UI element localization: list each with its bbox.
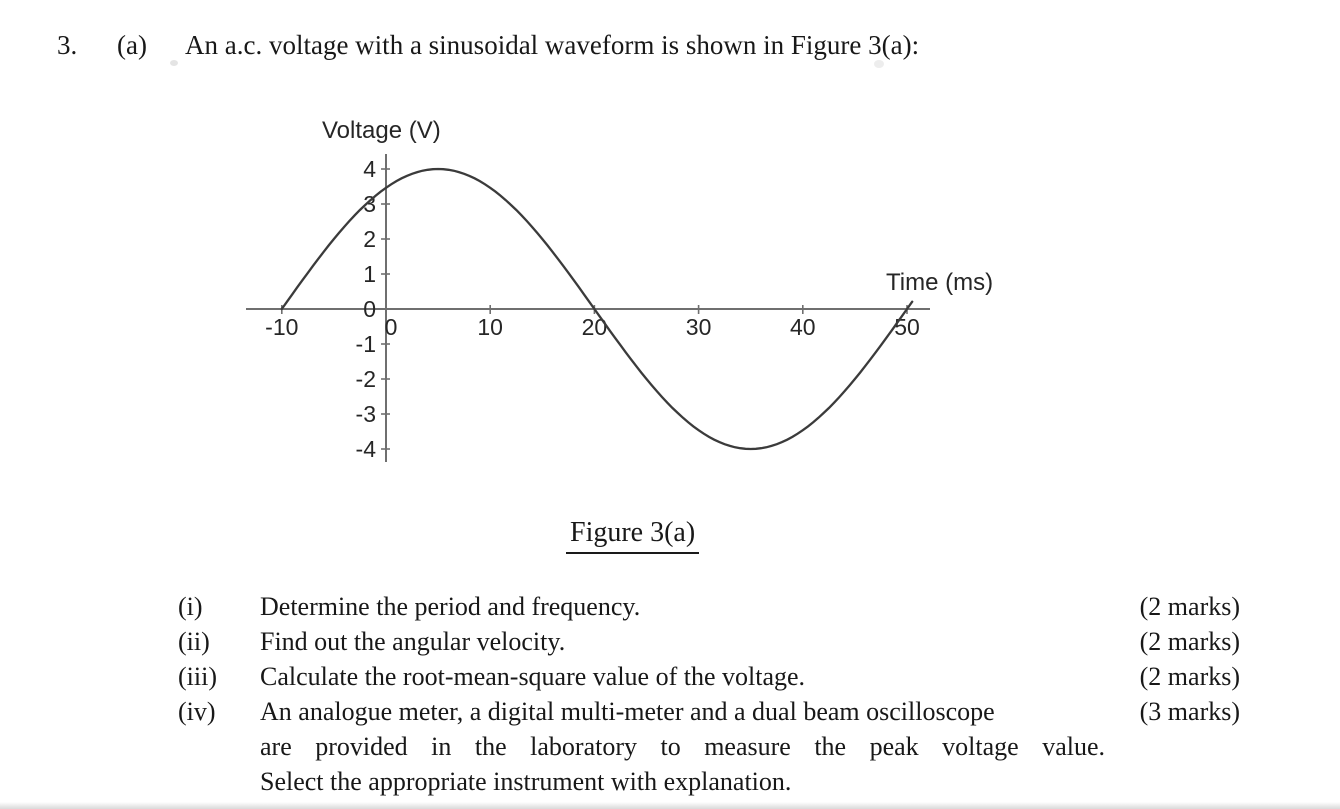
x-tick-label: 30 xyxy=(686,314,712,340)
y-tick-label: -1 xyxy=(356,331,376,357)
subquestion-iii: (iii) Calculate the root-mean-square valu… xyxy=(178,662,805,692)
page-scan-edge xyxy=(0,802,1340,809)
subquestion-ii: (ii) Find out the angular velocity. xyxy=(178,627,565,657)
marks-i: (2 marks) xyxy=(1139,592,1240,621)
subquestion-iii-text: Calculate the root-mean-square value of … xyxy=(260,662,806,691)
subquestion-i-text: Determine the period and frequency. xyxy=(260,592,641,621)
subquestion-iv-text-line3: Select the appropriate instrument with e… xyxy=(260,767,792,796)
y-tick-label: 3 xyxy=(363,191,376,217)
y-axis-title: Voltage (V) xyxy=(322,117,441,144)
x-tick-label: 40 xyxy=(790,314,816,340)
subquestion-i: (i) Determine the period and frequency. xyxy=(178,592,640,622)
subquestion-i-label: (i) xyxy=(178,592,203,621)
subquestion-iv-text-line1: An analogue meter, a digital multi-meter… xyxy=(260,697,995,726)
marks-ii: (2 marks) xyxy=(1139,627,1240,656)
y-tick-label: -2 xyxy=(356,366,376,392)
x-tick-label: 50 xyxy=(894,314,920,340)
subquestion-ii-text: Find out the angular velocity. xyxy=(260,627,566,656)
y-tick-label: -4 xyxy=(356,436,377,462)
y-tick-label: -3 xyxy=(356,401,376,427)
subquestion-iv: (iv) An analogue meter, a digital multi-m… xyxy=(178,697,995,727)
marks-iv: (3 marks) xyxy=(1139,697,1240,726)
subquestion-iv-text-line2: are provided in the laboratory to measur… xyxy=(260,732,1105,761)
voltage-waveform-curve xyxy=(280,167,914,451)
y-tick-label: 1 xyxy=(363,261,376,287)
y-tick-label: 2 xyxy=(363,226,376,252)
question-number: 3. xyxy=(57,30,78,60)
x-tick-label: -10 xyxy=(265,314,298,340)
x-tick-label: 10 xyxy=(477,314,503,340)
question-intro-text: An a.c. voltage with a sinusoidal wavefo… xyxy=(185,30,920,60)
x-axis-title: Time (ms) xyxy=(886,269,993,296)
subquestion-ii-label: (ii) xyxy=(178,627,210,656)
y-tick-label: 0 xyxy=(363,296,376,322)
marks-iii: (2 marks) xyxy=(1139,662,1240,691)
scan-speck xyxy=(170,60,178,66)
subquestion-iii-label: (iii) xyxy=(178,662,217,691)
x-tick-label: 0 xyxy=(385,314,398,340)
part-label: (a) xyxy=(117,30,147,60)
x-tick-label: 20 xyxy=(582,314,608,340)
scan-speck xyxy=(874,60,884,68)
question-heading: 3. (a) An a.c. voltage with a sinusoidal… xyxy=(0,30,1340,66)
figure-caption: Figure 3(a) xyxy=(566,517,700,554)
y-tick-label: 4 xyxy=(363,156,376,182)
subquestion-iv-label: (iv) xyxy=(178,697,216,726)
